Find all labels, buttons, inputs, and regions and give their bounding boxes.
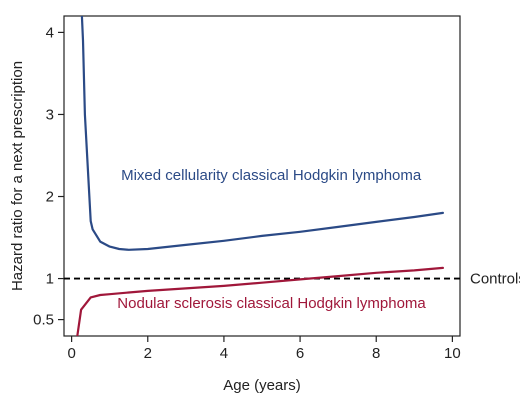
series-group bbox=[76, 16, 444, 336]
annotation-nodular-sclerosis: Nodular sclerosis classical Hodgkin lymp… bbox=[117, 295, 426, 312]
plot-frame bbox=[63, 15, 461, 337]
x-tick-label: 4 bbox=[220, 345, 228, 362]
reference-line-group: Controls bbox=[64, 271, 520, 288]
controls-label: Controls bbox=[470, 271, 520, 288]
series-line-mixed-cellularity bbox=[80, 16, 444, 251]
x-tick-label: 8 bbox=[372, 345, 380, 362]
x-tick-label: 0 bbox=[67, 345, 75, 362]
x-axis: 0 2 4 6 8 10 bbox=[67, 336, 461, 362]
annotation-group: Mixed cellularity classical Hodgkin lymp… bbox=[117, 167, 426, 312]
x-tick-label: 10 bbox=[444, 345, 461, 362]
y-axis: 0.5 1 2 3 4 bbox=[33, 24, 64, 329]
x-tick-label: 6 bbox=[296, 345, 304, 362]
y-tick-label: 4 bbox=[46, 24, 54, 41]
y-tick-label: 2 bbox=[46, 189, 54, 206]
series-line-nodular-sclerosis bbox=[76, 266, 444, 336]
y-tick-label: 1 bbox=[46, 271, 54, 288]
y-tick-label: 3 bbox=[46, 106, 54, 123]
x-tick-label: 2 bbox=[144, 345, 152, 362]
y-tick-label: 0.5 bbox=[33, 312, 54, 329]
x-axis-title: Age (years) bbox=[223, 377, 301, 394]
y-axis-title: Hazard ratio for a next prescription bbox=[9, 61, 26, 291]
annotation-mixed-cellularity: Mixed cellularity classical Hodgkin lymp… bbox=[121, 167, 422, 184]
